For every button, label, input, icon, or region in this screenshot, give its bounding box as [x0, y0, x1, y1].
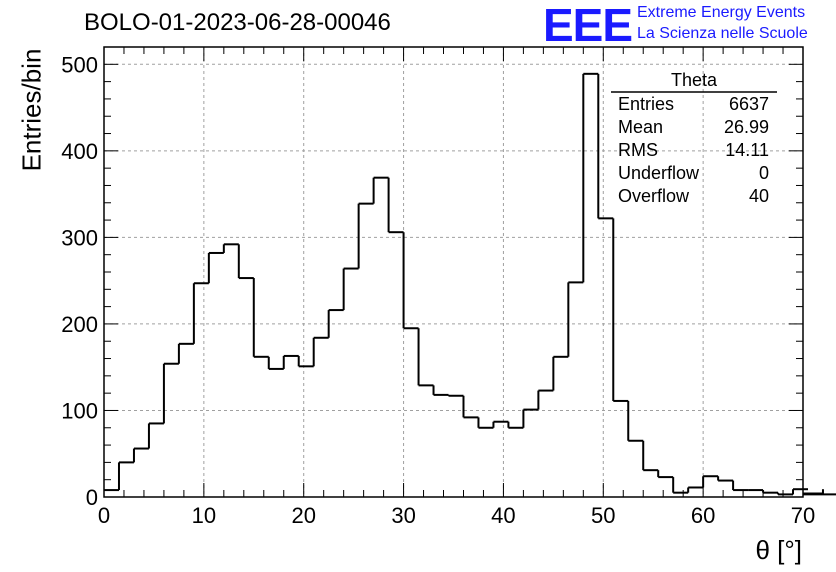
stats-label: Underflow [618, 163, 700, 183]
stats-label: RMS [618, 140, 658, 160]
histogram-series [104, 72, 836, 496]
y-tick-label: 300 [61, 225, 98, 250]
y-tick-label: 200 [61, 312, 98, 337]
eee-logo: EEE [543, 0, 633, 51]
x-tick-label: 50 [591, 503, 615, 528]
x-tick-label: 0 [98, 503, 110, 528]
y-tick-label: 400 [61, 139, 98, 164]
x-tick-label: 20 [291, 503, 315, 528]
stats-value: 40 [749, 186, 769, 206]
y-axis-label: Entries/bin [16, 48, 47, 172]
x-axis-label: θ [°] [755, 535, 802, 565]
x-tick-label: 60 [691, 503, 715, 528]
y-tick-label: 100 [61, 398, 98, 423]
logo-line-1: Extreme Energy Events [637, 4, 806, 21]
stats-label: Entries [618, 94, 674, 114]
stats-label: Mean [618, 117, 663, 137]
x-tick-label: 10 [192, 503, 216, 528]
stats-box-title: Theta [671, 70, 718, 90]
stats-box: Theta Entries 6637 Mean 26.99 RMS 14.11 Underfl… [611, 70, 777, 206]
grid-lines [104, 47, 803, 497]
y-tick-label: 500 [61, 52, 98, 77]
stats-value: 0 [759, 163, 769, 183]
axis-ticks [103, 46, 804, 498]
x-tick-label: 30 [391, 503, 415, 528]
stats-label: Overflow [618, 186, 690, 206]
stats-value: 14.11 [725, 140, 769, 160]
stats-value: 26.99 [724, 117, 769, 137]
x-tick-label: 70 [791, 503, 815, 528]
y-tick-label: 0 [86, 485, 98, 510]
stats-value: 6637 [729, 94, 769, 114]
plot-title: BOLO-01-2023-06-28-00046 [84, 9, 391, 36]
logo-line-2: La Scienza nelle Scuole [637, 25, 808, 42]
x-tick-label: 40 [491, 503, 515, 528]
